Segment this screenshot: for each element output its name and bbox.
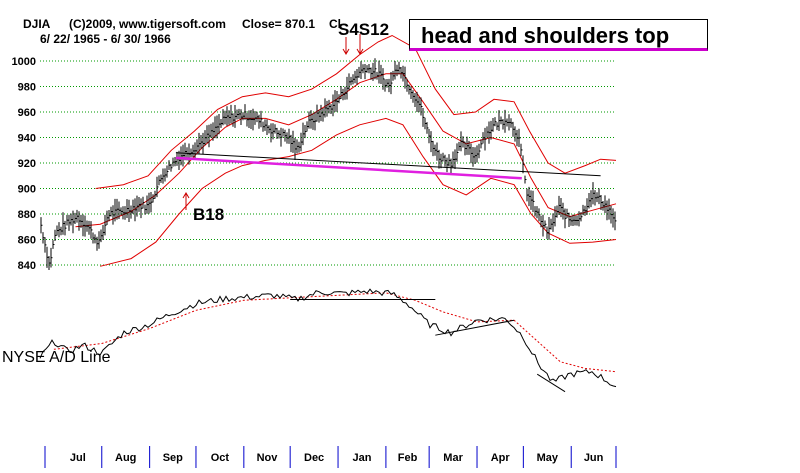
upper-band-line xyxy=(95,34,617,189)
month-label: Oct xyxy=(211,452,230,464)
y-tick-label: 880 xyxy=(18,209,36,221)
chart-title: head and shoulders top xyxy=(421,23,670,48)
y-tick-label: 900 xyxy=(18,184,36,196)
chart-title-box: head and shoulders top xyxy=(409,19,708,51)
bollinger-bands xyxy=(75,34,617,267)
buy-arrow-b18-head xyxy=(182,192,190,199)
change-label: Cl xyxy=(329,17,341,31)
ad-line-label: NYSE A/D Line xyxy=(2,349,111,366)
neckline xyxy=(175,156,522,180)
month-label: Dec xyxy=(304,452,324,464)
month-label: Jul xyxy=(70,452,86,464)
month-axis: Jul Aug Sep Oct Nov Dec Jan Feb Mar Apr May Jun xyxy=(44,446,617,468)
month-label: May xyxy=(537,452,559,464)
month-label: Feb xyxy=(398,452,418,464)
month-label: Jan xyxy=(352,452,371,464)
y-tick-label: 840 xyxy=(18,260,36,272)
trend-lines xyxy=(175,152,601,180)
ad-trendline xyxy=(435,319,515,336)
month-label: Nov xyxy=(257,452,279,464)
copyright-label: (C)2009, www.tigersoft.com xyxy=(69,17,226,31)
close-value: Close= 870.1 xyxy=(242,17,316,31)
sell-arrow-s12-head xyxy=(356,48,364,55)
ad-breakdown-line xyxy=(536,373,566,393)
price-bars xyxy=(40,58,617,271)
lower-band-line xyxy=(100,117,617,267)
y-tick-labels: 840 860 880 900 920 940 960 980 1000 xyxy=(12,56,36,272)
gridlines xyxy=(40,60,616,266)
ad-line-panel xyxy=(39,288,617,393)
sell-signal-label: S4S12 xyxy=(338,20,390,39)
y-tick-label: 940 xyxy=(18,133,36,145)
ad-ma-line xyxy=(53,292,617,373)
symbol-label: DJIA xyxy=(23,17,51,31)
sell-arrow-s4-head xyxy=(342,48,350,55)
month-label: Jun xyxy=(584,452,604,464)
middle-band-line xyxy=(75,73,617,228)
month-label: Mar xyxy=(443,452,463,464)
y-tick-label: 920 xyxy=(18,158,36,170)
black-trendline xyxy=(175,152,601,177)
y-tick-label: 980 xyxy=(18,82,36,94)
month-label: Apr xyxy=(491,452,511,464)
ad-line xyxy=(39,288,617,388)
month-label: Sep xyxy=(163,452,183,464)
y-tick-label: 960 xyxy=(18,107,36,119)
signal-arrows xyxy=(182,34,364,210)
buy-signal-label: B18 xyxy=(193,205,225,224)
date-range: 6/ 22/ 1965 - 6/ 30/ 1966 xyxy=(40,32,171,46)
month-label: Aug xyxy=(115,452,136,464)
y-tick-label: 860 xyxy=(18,235,36,247)
y-tick-label: 1000 xyxy=(12,56,36,68)
